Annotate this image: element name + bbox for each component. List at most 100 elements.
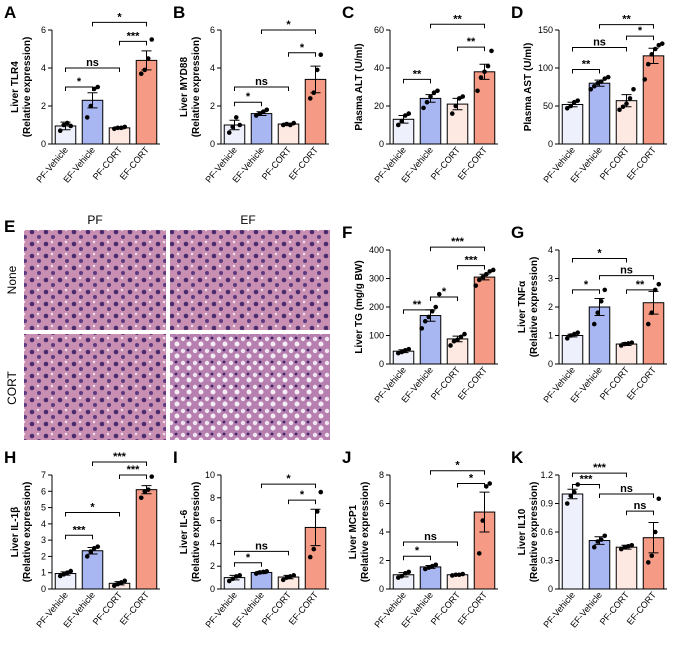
data-point xyxy=(591,321,597,327)
data-point xyxy=(145,487,151,492)
histology-image xyxy=(24,334,166,440)
x-tick-label: EF-CORT xyxy=(456,364,490,401)
data-point xyxy=(138,495,144,501)
y-tick-label: 4 xyxy=(210,538,215,548)
y-axis-label: Liver TLR4 xyxy=(10,61,21,113)
data-point xyxy=(485,63,491,69)
y-tick-label: 2 xyxy=(210,561,215,571)
data-point xyxy=(645,321,651,327)
data-point xyxy=(598,299,604,304)
y-tick-label: 100 xyxy=(369,331,384,341)
data-point xyxy=(314,67,320,73)
significance-label: ** xyxy=(467,36,476,48)
data-point xyxy=(433,562,439,568)
data-point xyxy=(237,122,243,128)
y-axis-label: Liver IL-6 xyxy=(179,509,190,554)
y-tick-label: 4 xyxy=(210,63,215,73)
data-point xyxy=(264,569,270,574)
data-point xyxy=(431,90,437,95)
y-tick-label: 20 xyxy=(374,101,384,111)
data-point xyxy=(406,346,412,352)
data-point xyxy=(61,572,67,577)
data-point xyxy=(617,107,622,113)
data-point xyxy=(490,267,496,273)
data-point xyxy=(57,573,63,579)
significance-label: ns xyxy=(620,483,633,495)
x-tick-label: EF-CORT xyxy=(118,144,152,181)
data-point xyxy=(84,554,90,559)
significance-label: *** xyxy=(465,255,479,267)
y-tick-label: 0 xyxy=(379,584,384,594)
y-tick-label: 1 xyxy=(548,331,553,341)
data-point xyxy=(476,551,482,556)
data-point xyxy=(424,99,430,105)
data-point xyxy=(115,125,121,131)
data-point xyxy=(307,554,313,560)
data-point xyxy=(421,105,426,111)
data-point xyxy=(433,304,439,310)
y-tick-label: 0 xyxy=(379,359,384,369)
significance-label: * xyxy=(455,460,460,472)
panel-letter: E xyxy=(4,217,15,236)
data-point xyxy=(426,565,432,570)
data-point xyxy=(280,122,286,128)
y-tick-label: 3 xyxy=(548,274,553,284)
data-point xyxy=(460,94,466,99)
significance-label: ns xyxy=(86,57,99,69)
y-tick-label: 6 xyxy=(41,25,46,35)
panel-letter: C xyxy=(342,3,354,22)
panel-letter: A xyxy=(4,3,16,22)
significance-bracket xyxy=(65,86,93,91)
significance-label: ns xyxy=(593,36,606,48)
y-axis-label: Plasma ALT (U/ml) xyxy=(354,43,365,130)
panel-letter: F xyxy=(342,223,352,242)
y-tick-label: 4 xyxy=(548,245,553,255)
data-point xyxy=(149,474,155,479)
data-point xyxy=(226,578,232,584)
significance-bracket xyxy=(403,309,431,314)
y-tick-label: 2 xyxy=(210,101,215,111)
significance-bracket xyxy=(430,246,485,252)
y-tick-label: 0 xyxy=(548,584,553,594)
significance-label: * xyxy=(77,76,82,88)
significance-label: ns xyxy=(255,76,268,88)
data-point xyxy=(287,122,293,128)
y-axis-label: Plasma AST (U/ml) xyxy=(523,43,534,132)
bar xyxy=(473,71,496,145)
y-tick-label: 5 xyxy=(41,503,46,513)
data-point xyxy=(64,570,70,576)
data-point xyxy=(588,86,594,92)
data-point xyxy=(142,67,148,73)
significance-label: ** xyxy=(636,279,645,291)
y-tick-label: 1.2 xyxy=(540,470,553,480)
bar xyxy=(250,571,273,590)
data-point xyxy=(598,79,604,84)
data-point xyxy=(448,343,453,348)
significance-label: ns xyxy=(620,265,633,277)
significance-bracket xyxy=(261,29,316,34)
data-point xyxy=(483,484,489,489)
y-tick-label: 6 xyxy=(210,25,215,35)
data-point xyxy=(487,269,493,274)
data-point xyxy=(257,570,263,575)
data-point xyxy=(257,111,263,116)
significance-bracket xyxy=(457,483,485,488)
bar xyxy=(615,546,638,590)
data-point xyxy=(478,75,484,80)
data-point xyxy=(620,104,626,110)
x-tick-label: EF-CORT xyxy=(456,144,490,181)
bar xyxy=(446,338,469,365)
data-point xyxy=(280,577,286,583)
data-point xyxy=(602,287,608,293)
data-point xyxy=(122,578,128,584)
panel-letter: K xyxy=(511,448,524,467)
y-tick-label: 0.9 xyxy=(540,499,553,509)
y-tick-label: 0 xyxy=(379,139,384,149)
y-tick-label: 2 xyxy=(548,302,553,312)
data-point xyxy=(652,529,658,535)
data-point xyxy=(645,560,651,565)
data-point xyxy=(618,546,624,552)
data-point xyxy=(642,77,648,82)
significance-label: * xyxy=(442,286,447,298)
